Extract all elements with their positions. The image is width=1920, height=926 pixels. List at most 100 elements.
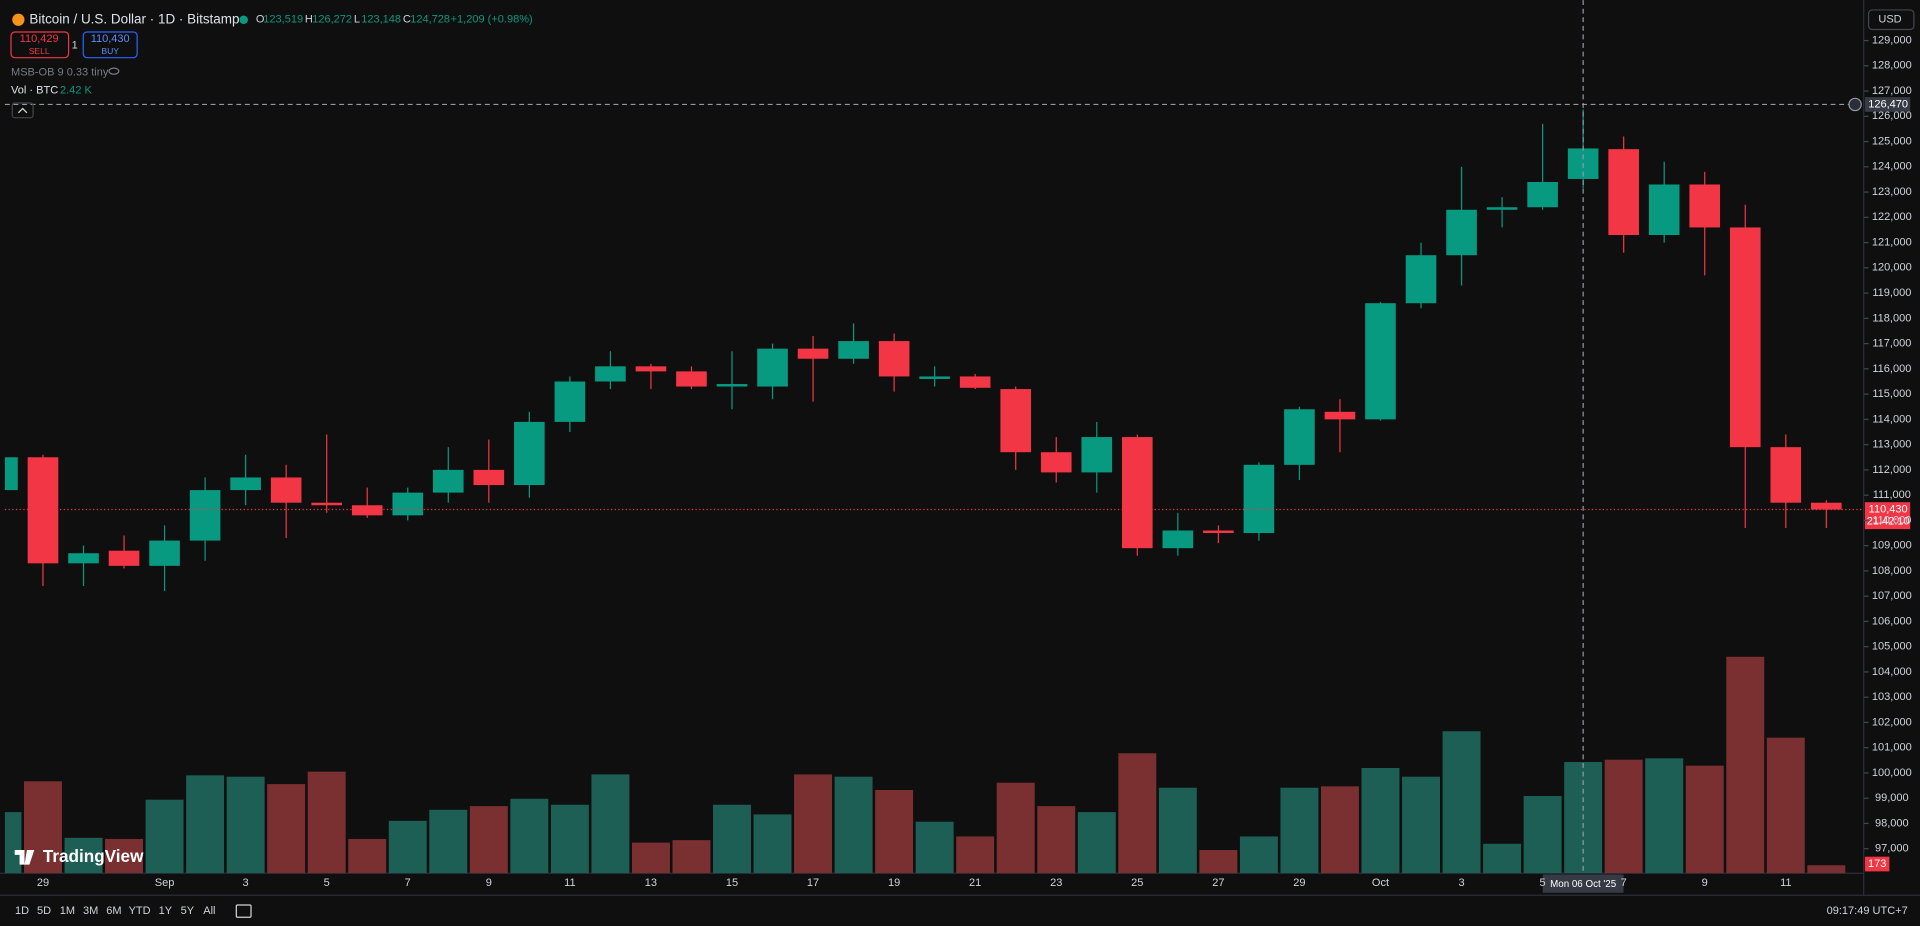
visibility-icon[interactable]: [108, 67, 120, 75]
candle-body: [1689, 184, 1721, 228]
sell-label[interactable]: SELL: [29, 46, 50, 56]
x-tick-label: 21: [969, 877, 981, 889]
range-button[interactable]: YTD: [129, 905, 151, 917]
volume-bar: [1320, 786, 1359, 874]
quantity: 1: [72, 39, 78, 51]
buy-price[interactable]: 110,430: [91, 33, 130, 45]
volume-bar: [307, 771, 346, 874]
x-tick-label: 19: [888, 877, 900, 889]
volume-bar: [1766, 737, 1805, 874]
volume-bar: [1239, 836, 1278, 874]
y-tick-label: 116,000: [1872, 363, 1911, 375]
sell-button[interactable]: [10, 31, 70, 59]
y-tick-label: 125,000: [1872, 135, 1912, 147]
volume-bar: [64, 837, 103, 874]
currency-button[interactable]: [1867, 9, 1915, 31]
x-tick-label: 9: [486, 877, 492, 889]
coin-icon: [12, 13, 25, 26]
range-button[interactable]: 3M: [83, 905, 98, 917]
volume-legend-label: Vol · BTC: [11, 85, 58, 97]
volume-bar: [1726, 656, 1765, 874]
y-tick-label: 114,000: [1872, 413, 1911, 425]
volume-bar: [996, 782, 1035, 874]
x-tick-label: 7: [405, 877, 411, 889]
buy-label[interactable]: BUY: [101, 46, 119, 56]
y-tick-label: 128,000: [1872, 60, 1912, 72]
y-tick-label: 119,000: [1872, 287, 1911, 299]
volume-bar: [753, 814, 792, 874]
range-button[interactable]: 5Y: [181, 905, 195, 917]
currency[interactable]: USD: [1878, 14, 1901, 26]
volume-bar: [794, 774, 833, 874]
candle-body: [68, 553, 99, 564]
volume-bar: [1685, 765, 1724, 874]
range-button[interactable]: 6M: [106, 905, 121, 917]
y-tick-label: 100,000: [1872, 767, 1912, 779]
volume-bar: [1199, 849, 1238, 874]
y-tick-label: 126,000: [1872, 110, 1912, 122]
candle-body: [432, 469, 464, 493]
ohlc-key: O: [256, 14, 265, 26]
sell-price[interactable]: 110,429: [20, 33, 59, 45]
current-price-tag: [1864, 502, 1911, 530]
add-alert-icon[interactable]: [1848, 97, 1862, 112]
candle-body: [189, 490, 221, 541]
ohlc-value: 123,519: [263, 14, 303, 26]
x-tick-label: 5: [324, 877, 330, 889]
ohlc-value: 126,272: [312, 14, 352, 26]
market-status: [239, 15, 248, 25]
ohlc-key: L: [354, 14, 360, 26]
volume-bar: [875, 790, 914, 874]
buy-button[interactable]: [82, 31, 138, 59]
range-button[interactable]: 5D: [37, 905, 51, 917]
candle-body: [757, 348, 788, 387]
volume-bar: [429, 809, 468, 874]
candle-body: [149, 540, 180, 566]
collapse-icon: [17, 107, 28, 114]
volume-bar: [672, 840, 711, 874]
crosshair-price-label: 126,470: [1868, 98, 1908, 110]
calendar-icon[interactable]: [235, 904, 252, 918]
volume-bar: [956, 836, 995, 874]
crosshair-date-tag: [1542, 874, 1624, 893]
x-tick-label: Oct: [1372, 877, 1389, 889]
clock: 09:17:49 UTC+7: [1827, 905, 1908, 917]
candle-body: [716, 384, 748, 387]
volume-bar: [591, 774, 630, 874]
candle-body: [270, 477, 302, 503]
volume-bar: [1604, 759, 1643, 874]
y-tick-label: 120,000: [1872, 262, 1912, 274]
y-tick-label: 98,000: [1875, 817, 1909, 829]
y-tick-label: 109,000: [1872, 540, 1912, 552]
candle-body: [1284, 409, 1315, 465]
candle-body: [1243, 464, 1275, 534]
y-tick-label: 107,000: [1872, 590, 1912, 602]
candle-body: [797, 348, 829, 359]
y-tick-label: 117,000: [1872, 338, 1911, 350]
range-button[interactable]: 1M: [60, 905, 75, 917]
y-tick-label: 99,000: [1875, 792, 1909, 804]
volume-bar: [1077, 812, 1116, 874]
candle-body: [4, 457, 18, 491]
candle-body: [1365, 303, 1396, 420]
y-tick-label: 97,000: [1875, 843, 1909, 855]
y-tick-label: 115,000: [1872, 388, 1911, 400]
candle-layer: [4, 109, 1842, 592]
crosshair-date-label: Mon 06 Oct '25: [1550, 879, 1617, 890]
range-button[interactable]: 1Y: [159, 905, 173, 917]
range-button[interactable]: 1D: [15, 905, 29, 917]
ohlc-key: H: [305, 14, 313, 26]
volume-bar: [550, 804, 589, 874]
collapse-button[interactable]: [11, 102, 34, 119]
volume-bar: [145, 799, 184, 874]
y-tick-label: 111,000: [1873, 489, 1911, 501]
candle-body: [878, 341, 910, 377]
candle-body: [392, 492, 424, 516]
volume-bar: [713, 804, 751, 874]
range-button[interactable]: All: [203, 905, 215, 917]
candle-body: [1081, 437, 1113, 473]
x-tick-label: Sep: [155, 877, 175, 889]
